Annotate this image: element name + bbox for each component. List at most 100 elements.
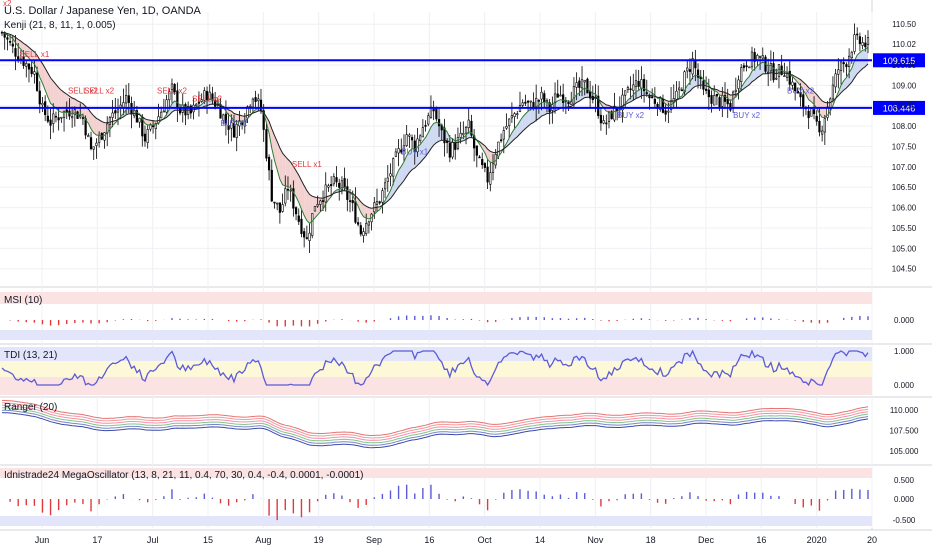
- cloud-segment: [93, 115, 97, 136]
- cloud-segment: [296, 170, 299, 203]
- pane-label-megaoscillator[interactable]: Idnistrade24 MegaOscillator (13, 8, 21, …: [4, 470, 363, 481]
- signal-label: BUY x1: [401, 148, 429, 157]
- candle-body: [122, 102, 125, 108]
- candle-body: [238, 120, 241, 127]
- candle-body: [486, 166, 489, 183]
- candle-body: [775, 77, 778, 80]
- candle-body: [753, 52, 756, 62]
- candle-body: [254, 97, 257, 102]
- candle-body: [556, 93, 559, 98]
- candle-body: [362, 231, 365, 236]
- price-tick-label: 109.00: [892, 81, 917, 90]
- candle-body: [319, 200, 322, 205]
- candle-body: [397, 148, 400, 154]
- candle-body: [262, 110, 265, 130]
- cloud-segment: [53, 81, 56, 109]
- candle-body: [718, 97, 721, 108]
- cloud-segment: [743, 79, 747, 89]
- candle-body: [421, 127, 424, 138]
- cloud-segment: [857, 52, 860, 74]
- price-tick-label: 108.50: [892, 102, 917, 111]
- cloud-segment: [403, 155, 407, 181]
- candle-body: [386, 177, 389, 182]
- candle-body: [575, 82, 578, 88]
- candle-body: [856, 33, 859, 36]
- candle-body: [783, 75, 786, 78]
- candle-body: [729, 102, 732, 111]
- candle-body: [46, 115, 49, 122]
- candle-body: [178, 108, 182, 114]
- signal-label: SELL x2: [157, 86, 187, 95]
- candle-body: [141, 117, 144, 137]
- price-tick-label: 107.50: [892, 142, 917, 151]
- cloud-segment: [277, 141, 280, 180]
- candle-body: [30, 66, 33, 75]
- cloud-segment: [64, 92, 67, 113]
- cloud-segment: [23, 43, 27, 56]
- candle-body: [610, 111, 613, 120]
- candle-body: [740, 67, 743, 83]
- candle-body: [273, 201, 276, 204]
- mega-axis-label: 0.000: [894, 495, 915, 504]
- candle-body: [267, 156, 271, 171]
- cloud-segment: [298, 175, 302, 210]
- cloud-segment: [541, 102, 545, 117]
- study-label-kenji[interactable]: Kenji (21, 8, 11, 1, 0.005): [4, 20, 116, 31]
- candle-body: [799, 91, 802, 98]
- corner-label: x2: [3, 0, 12, 8]
- cloud-segment: [126, 107, 129, 115]
- cloud-segment: [15, 37, 19, 47]
- candle-body: [251, 98, 255, 108]
- candle-body: [578, 80, 581, 88]
- candle-body: [330, 184, 333, 187]
- candle-body: [510, 115, 514, 119]
- cloud-segment: [633, 91, 636, 101]
- candle-body: [200, 99, 203, 102]
- candle-body: [562, 94, 565, 103]
- candle-body: [826, 106, 829, 118]
- candle-body: [591, 96, 594, 101]
- cloud-segment: [209, 99, 213, 105]
- cloud-segment: [754, 65, 758, 80]
- cloud-segment: [231, 111, 235, 122]
- candle-body: [203, 90, 206, 101]
- candle-body: [516, 113, 519, 116]
- candle-body: [294, 207, 298, 215]
- candle-body: [335, 177, 338, 183]
- date-tick-label: 2020: [807, 535, 827, 545]
- candle-body: [505, 126, 508, 129]
- cloud-segment: [822, 100, 825, 118]
- candle-body: [35, 72, 39, 91]
- pane-label-ranger[interactable]: Ranger (20): [4, 402, 57, 413]
- ranger-band-line: [1, 404, 869, 441]
- pane-label-tdi[interactable]: TDI (13, 21): [4, 350, 57, 361]
- candle-body: [513, 113, 516, 118]
- candle-body: [626, 87, 630, 90]
- candle-body: [116, 109, 120, 113]
- cloud-segment: [525, 111, 529, 129]
- cloud-segment: [811, 89, 815, 105]
- candle-body: [408, 134, 411, 137]
- date-tick-label: 20: [867, 535, 877, 545]
- cloud-segment: [490, 151, 494, 163]
- candle-body: [197, 101, 201, 104]
- candle-body: [356, 222, 360, 225]
- candle-body: [243, 119, 246, 127]
- cloud-segment: [398, 166, 402, 188]
- cloud-segment: [509, 132, 512, 145]
- candle-body: [381, 190, 384, 203]
- candle-body: [257, 98, 260, 102]
- candle-body: [605, 122, 608, 125]
- cloud-segment: [522, 113, 526, 132]
- cloud-segment: [171, 101, 175, 113]
- candle-body: [791, 81, 794, 86]
- candle-body: [41, 102, 44, 106]
- candle-body: [38, 90, 41, 105]
- price-tick-label: 110.50: [892, 20, 916, 29]
- pane-label-msi[interactable]: MSI (10): [4, 295, 42, 306]
- candle-body: [332, 176, 335, 185]
- candle-body: [49, 119, 52, 126]
- cloud-segment: [376, 206, 380, 212]
